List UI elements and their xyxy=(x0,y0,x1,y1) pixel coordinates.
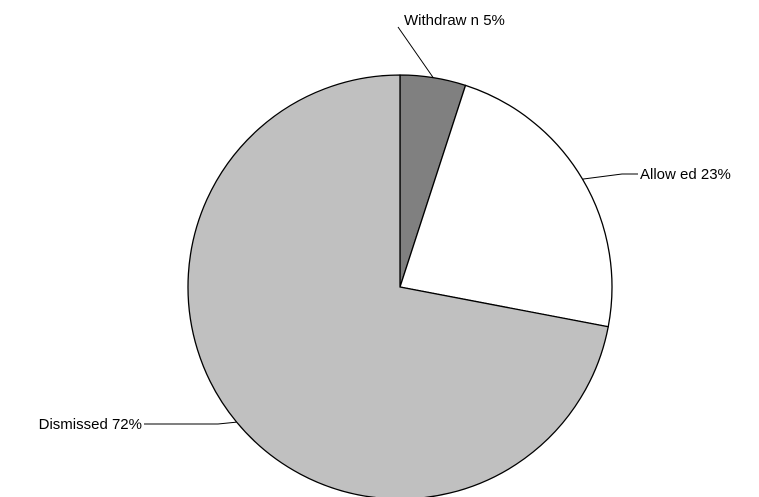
leader-line-dismissed xyxy=(144,421,237,425)
slice-labels: Withdraw n 5% Allow ed 23% Dismissed 72% xyxy=(39,12,731,433)
pie-slices xyxy=(187,74,613,497)
leader-line-allowed xyxy=(582,173,638,180)
leader-lines xyxy=(144,26,638,425)
slice-label-dismissed: Dismissed 72% xyxy=(39,416,142,433)
slice-label-allowed: Allow ed 23% xyxy=(640,166,731,183)
slice-label-withdrawn: Withdraw n 5% xyxy=(404,12,505,29)
leader-line-withdrawn xyxy=(397,26,434,78)
pie-slice-allowed xyxy=(399,84,613,328)
